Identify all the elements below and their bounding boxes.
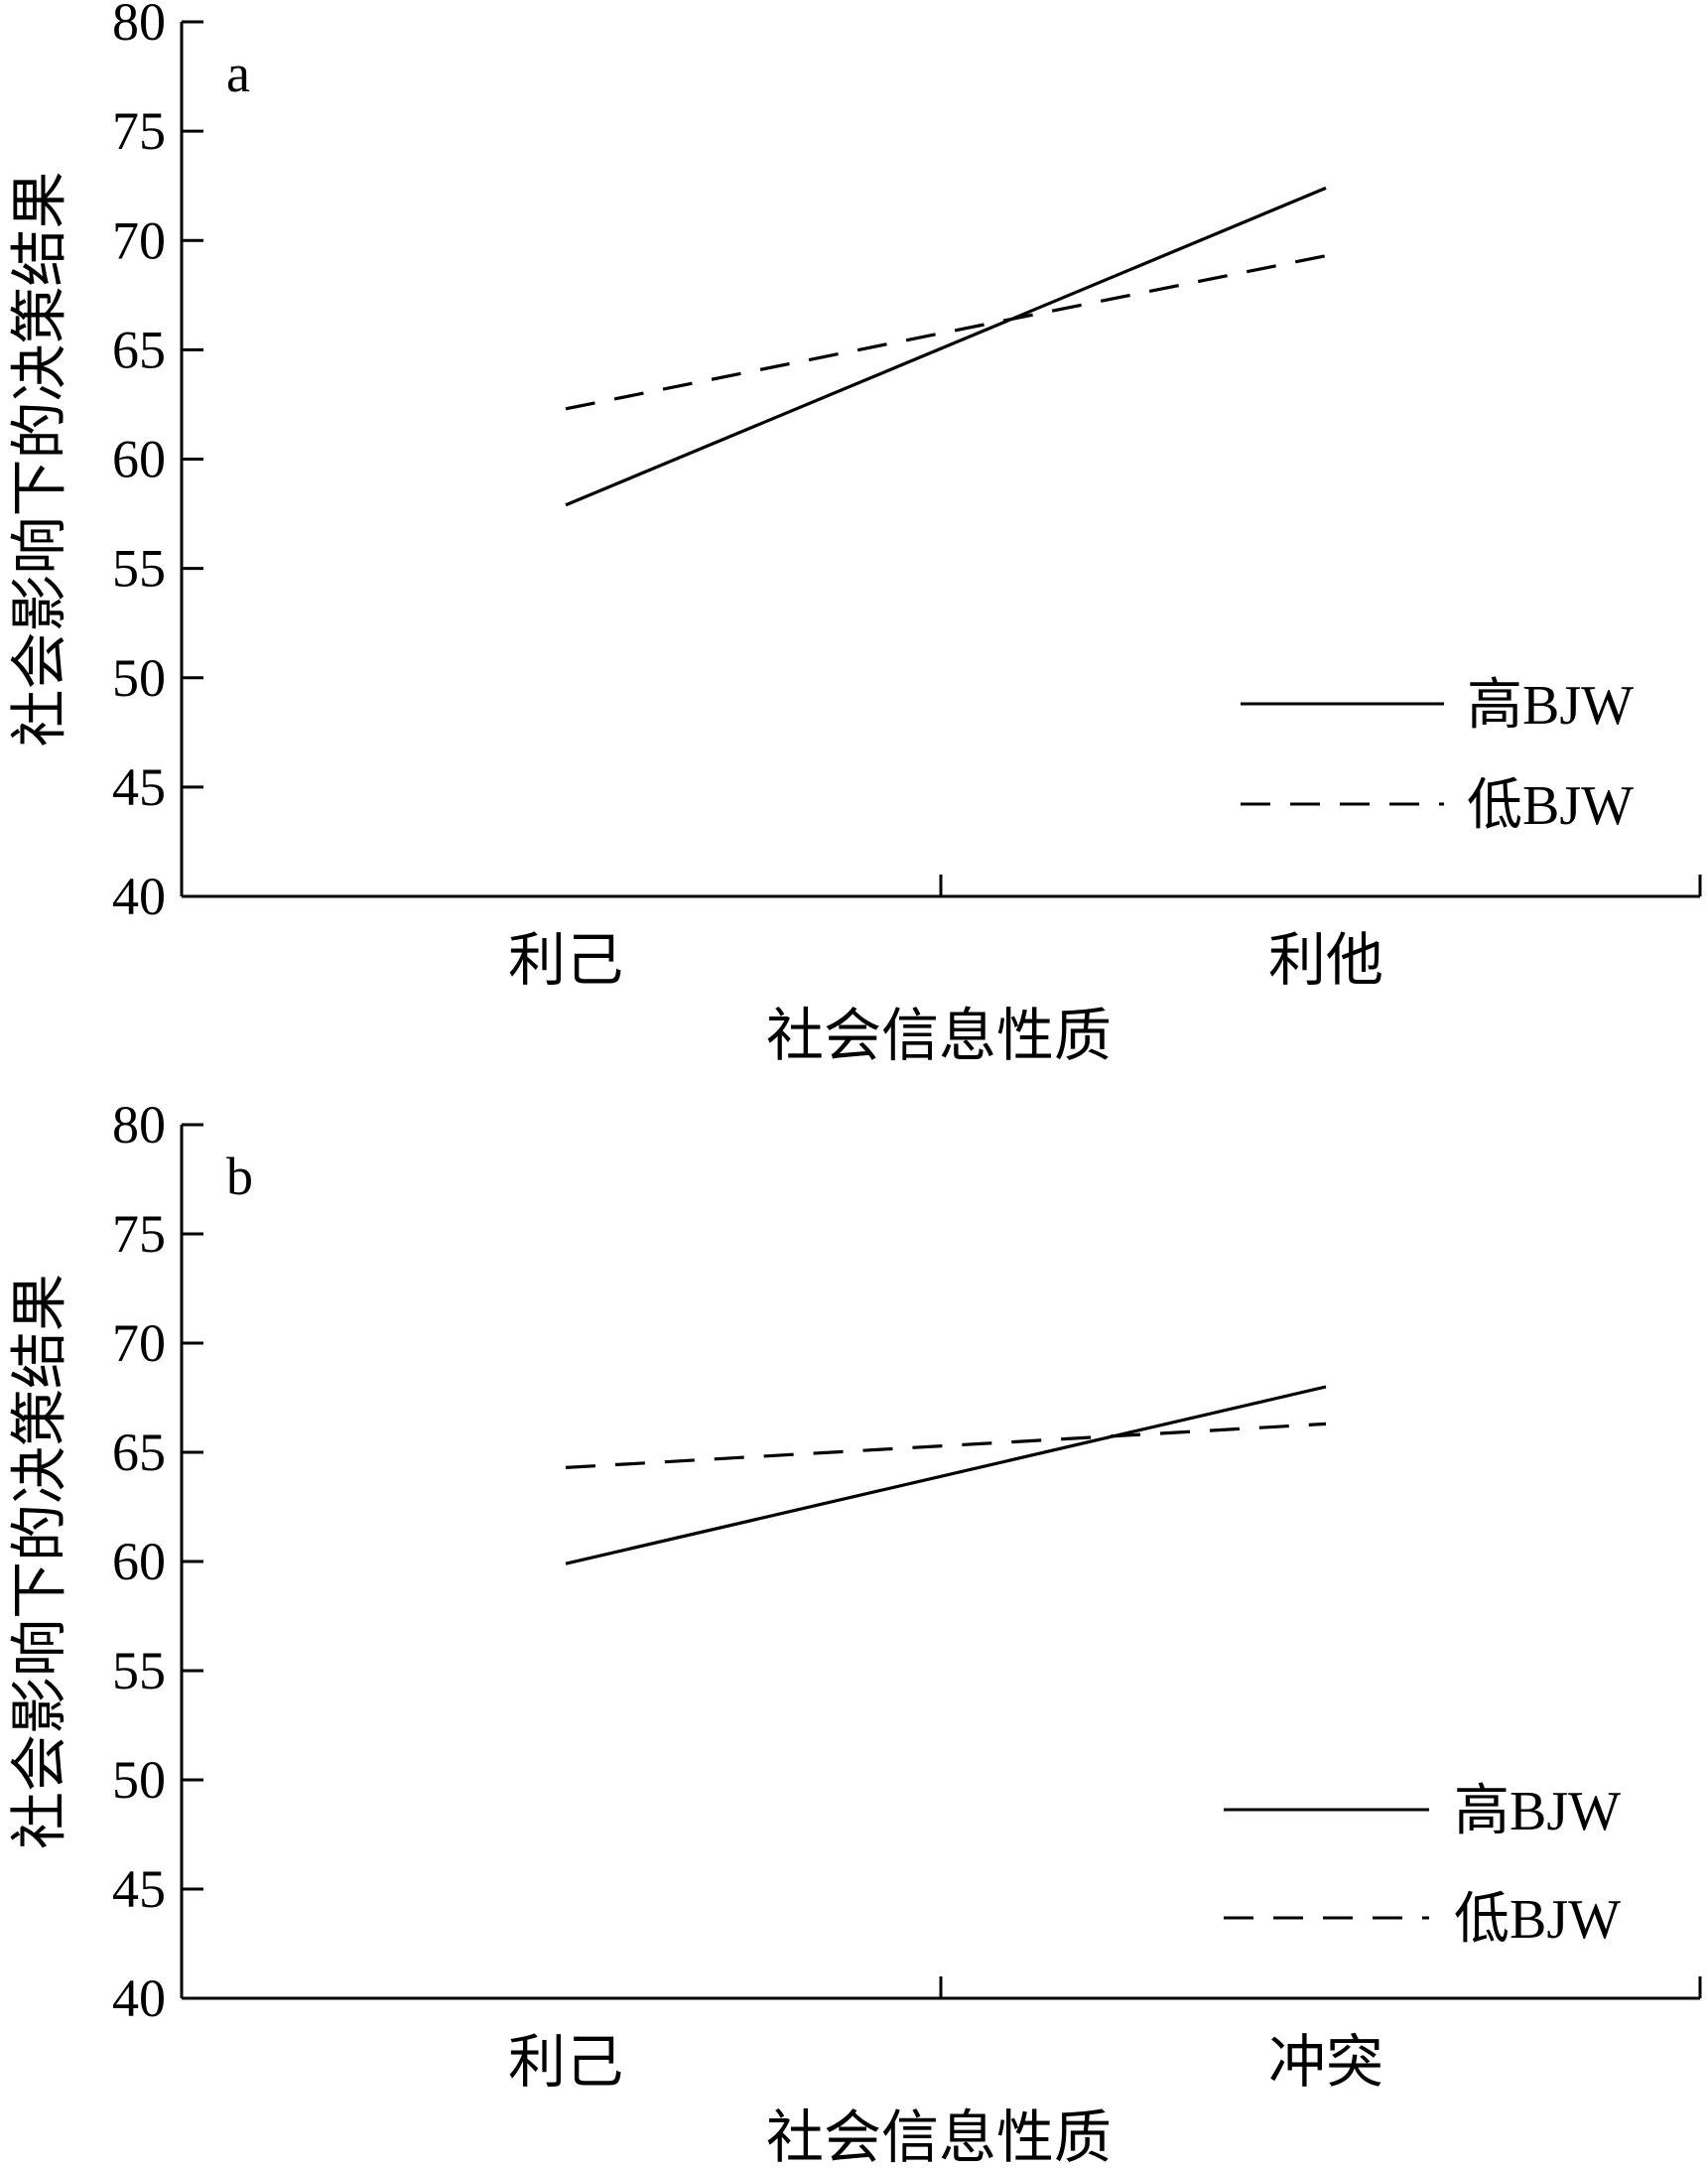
y-tick-label: 40 bbox=[112, 867, 166, 926]
panel-label: a bbox=[226, 44, 250, 103]
series-line-dashed bbox=[565, 1422, 1327, 1469]
legend-label: 低BJW bbox=[1467, 775, 1634, 837]
x-category-label: 利己 bbox=[508, 2030, 623, 2095]
y-tick-label: 55 bbox=[112, 539, 166, 599]
y-tick-label: 45 bbox=[112, 1859, 166, 1919]
y-axis-title: 社会影响下的决策结果 bbox=[8, 1274, 72, 1849]
y-tick-label: 50 bbox=[112, 648, 166, 708]
y-tick-label: 65 bbox=[112, 320, 166, 379]
y-tick-label: 45 bbox=[112, 757, 166, 817]
x-category-label: 冲突 bbox=[1268, 2030, 1383, 2095]
y-tick-label: 55 bbox=[112, 1641, 166, 1700]
series-line-dashed bbox=[565, 254, 1327, 411]
x-axis-title: 社会信息性质 bbox=[766, 1004, 1112, 1068]
x-category-label: 利己 bbox=[508, 928, 623, 993]
x-axis-title: 社会信息性质 bbox=[766, 2105, 1112, 2170]
y-tick-label: 75 bbox=[112, 1204, 166, 1264]
y-tick-label: 70 bbox=[112, 210, 166, 270]
y-tick-label: 50 bbox=[112, 1750, 166, 1810]
legend-label: 高BJW bbox=[1454, 1781, 1621, 1842]
y-tick-label: 80 bbox=[112, 0, 166, 52]
x-category-label: 利他 bbox=[1268, 928, 1383, 993]
legend-label: 高BJW bbox=[1467, 675, 1634, 737]
y-tick-label: 40 bbox=[112, 1968, 166, 2028]
legend-label: 低BJW bbox=[1454, 1889, 1621, 1951]
y-tick-label: 80 bbox=[112, 1095, 166, 1154]
panel-label: b bbox=[226, 1147, 253, 1206]
series-line-solid bbox=[565, 1385, 1327, 1565]
y-tick-label: 60 bbox=[112, 1532, 166, 1591]
y-tick-label: 60 bbox=[112, 430, 166, 489]
y-tick-label: 75 bbox=[112, 101, 166, 161]
series-line-solid bbox=[565, 186, 1327, 507]
y-tick-label: 65 bbox=[112, 1423, 166, 1482]
y-tick-label: 70 bbox=[112, 1313, 166, 1373]
y-axis-title: 社会影响下的决策结果 bbox=[8, 171, 72, 746]
